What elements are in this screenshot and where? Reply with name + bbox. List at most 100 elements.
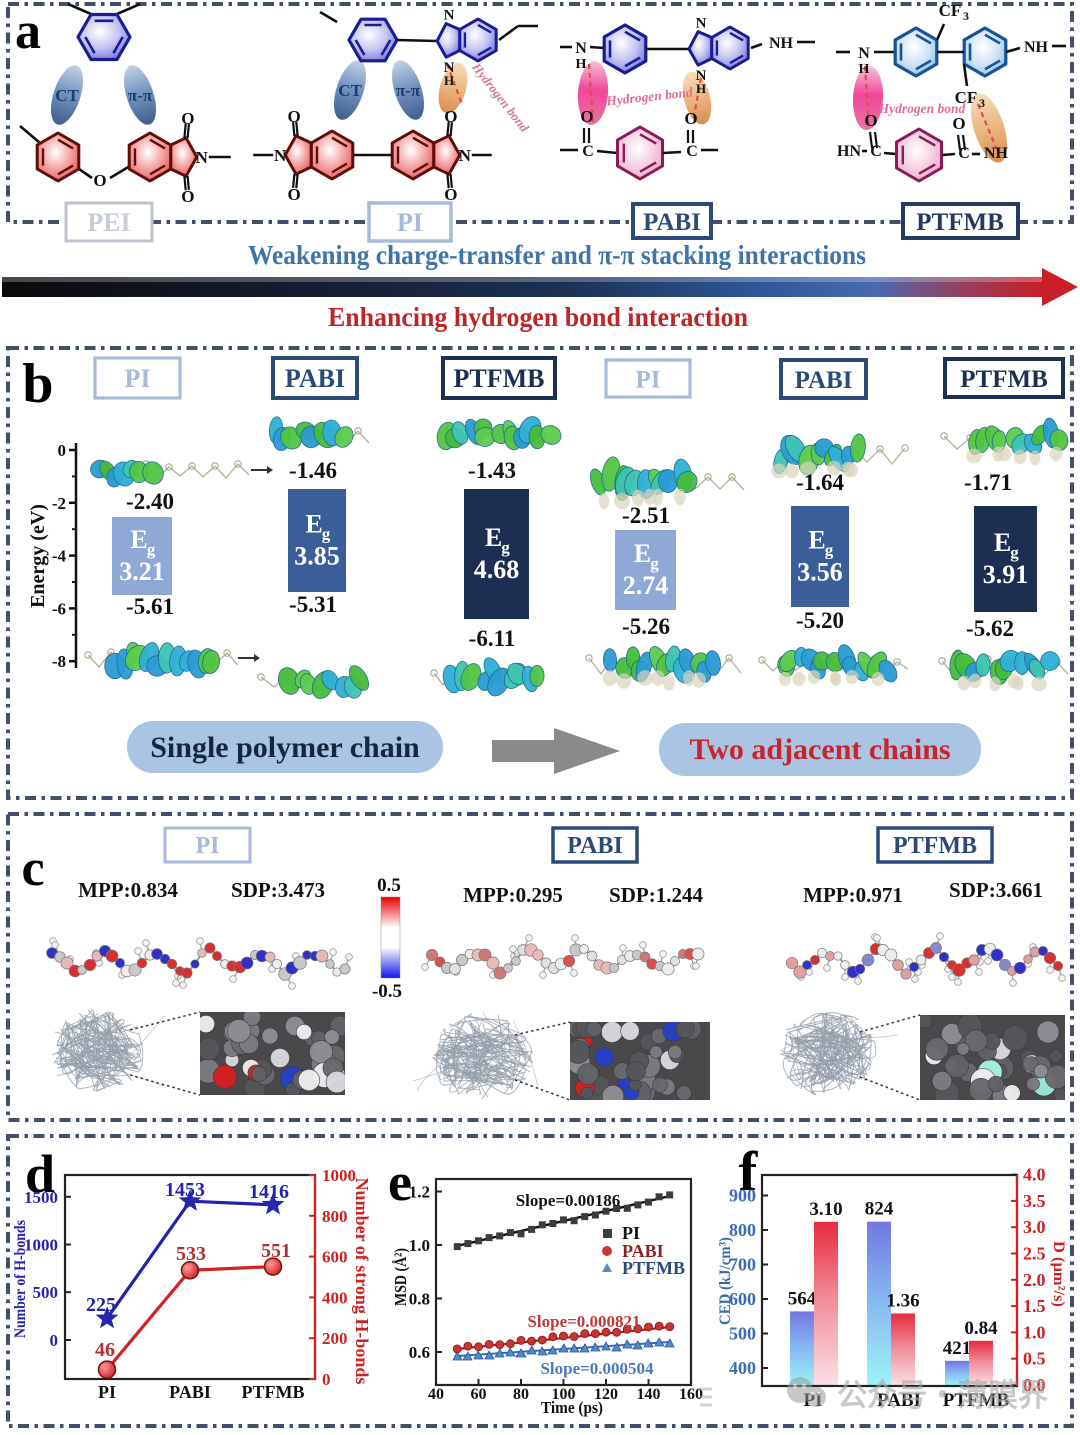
- svg-text:g: g: [650, 554, 659, 573]
- svg-text:d: d: [25, 1144, 55, 1204]
- svg-text:3.91: 3.91: [983, 560, 1029, 589]
- svg-text:-2.51: -2.51: [622, 503, 670, 528]
- svg-text:O: O: [684, 109, 697, 128]
- svg-text:-2: -2: [52, 494, 66, 513]
- svg-text:2.5: 2.5: [1023, 1244, 1046, 1264]
- svg-text:E: E: [485, 523, 502, 552]
- svg-text:g: g: [825, 541, 834, 560]
- svg-text:N: N: [858, 45, 870, 62]
- svg-text:MPP:0.295: MPP:0.295: [463, 883, 563, 907]
- svg-text:PABI: PABI: [643, 209, 701, 236]
- svg-text:-1.71: -1.71: [964, 470, 1012, 495]
- svg-text:3.10: 3.10: [809, 1199, 842, 1220]
- svg-text:Slope=0.000504: Slope=0.000504: [540, 1359, 654, 1378]
- svg-text:N: N: [696, 16, 707, 32]
- svg-text:N: N: [575, 40, 587, 57]
- svg-text:g: g: [501, 538, 510, 557]
- svg-text:f: f: [739, 1141, 759, 1203]
- svg-text:564: 564: [788, 1288, 817, 1309]
- svg-text:Energy (eV): Energy (eV): [27, 504, 49, 608]
- svg-text:g: g: [1010, 543, 1019, 562]
- svg-text:1.0: 1.0: [409, 1236, 430, 1255]
- svg-text:Single polymer chain: Single polymer chain: [150, 731, 420, 764]
- svg-text:H: H: [444, 73, 454, 88]
- svg-text:PABI: PABI: [169, 1382, 211, 1402]
- svg-text:CT: CT: [338, 81, 362, 100]
- svg-text:MSD (Å²): MSD (Å²): [391, 1248, 410, 1306]
- svg-text:PTFMB: PTFMB: [893, 833, 977, 859]
- svg-text:1.0: 1.0: [1023, 1322, 1046, 1342]
- svg-text:3.0: 3.0: [1023, 1217, 1046, 1237]
- svg-text:Slope=0.00186: Slope=0.00186: [516, 1191, 621, 1210]
- svg-text:100: 100: [552, 1386, 576, 1403]
- svg-text:225: 225: [86, 1294, 116, 1316]
- svg-text:160: 160: [679, 1386, 703, 1403]
- svg-text:46: 46: [95, 1339, 115, 1361]
- svg-text:N: N: [696, 68, 707, 84]
- svg-text:E: E: [808, 526, 825, 555]
- svg-text:O: O: [181, 109, 194, 128]
- svg-text:-5.61: -5.61: [126, 594, 174, 619]
- svg-text:600: 600: [322, 1248, 348, 1267]
- svg-text:N: N: [459, 146, 472, 165]
- svg-text:MPP:0.971: MPP:0.971: [803, 883, 903, 907]
- svg-text:c: c: [21, 840, 44, 897]
- svg-text:3: 3: [979, 96, 985, 110]
- svg-text:CED (kJ/cm³): CED (kJ/cm³): [717, 1237, 734, 1325]
- svg-text:200: 200: [322, 1329, 348, 1348]
- svg-text:PTFMB: PTFMB: [622, 1258, 685, 1278]
- svg-text:400: 400: [322, 1288, 348, 1307]
- svg-text:Weakening charge-transfer and: Weakening charge-transfer and π-π stacki…: [248, 240, 866, 270]
- svg-text:E: E: [994, 528, 1011, 557]
- svg-text:O: O: [93, 171, 106, 190]
- svg-text:2.74: 2.74: [623, 571, 669, 600]
- svg-text:1.36: 1.36: [886, 1291, 919, 1312]
- svg-text:0.5: 0.5: [377, 875, 401, 896]
- svg-text:-2.40: -2.40: [126, 489, 174, 514]
- svg-text:PABI: PABI: [877, 1390, 921, 1411]
- svg-text:Number of strong H-bonds: Number of strong H-bonds: [352, 1178, 372, 1385]
- svg-text:Slope=0.000821: Slope=0.000821: [527, 1312, 640, 1331]
- svg-text:CF: CF: [939, 1, 962, 20]
- svg-text:PTFMB: PTFMB: [454, 364, 545, 393]
- svg-text:D (µm²/s): D (µm²/s): [1050, 1241, 1067, 1307]
- svg-text:Hydrogen bond: Hydrogen bond: [878, 101, 966, 116]
- svg-text:0: 0: [322, 1370, 331, 1389]
- svg-text:O: O: [444, 107, 457, 126]
- svg-text:PI: PI: [98, 1382, 116, 1402]
- svg-text:-0.5: -0.5: [372, 981, 402, 1002]
- svg-text:C: C: [686, 143, 698, 160]
- svg-text:-1.43: -1.43: [468, 458, 516, 483]
- svg-text:H: H: [696, 81, 706, 96]
- svg-text:Two adjacent chains: Two adjacent chains: [689, 733, 950, 766]
- svg-text:1.2: 1.2: [409, 1183, 430, 1202]
- svg-text:3.56: 3.56: [797, 558, 843, 587]
- svg-text:1000: 1000: [322, 1166, 356, 1185]
- svg-text:SDP:3.661: SDP:3.661: [949, 878, 1043, 902]
- svg-text:PTFMB: PTFMB: [960, 366, 1048, 393]
- svg-text:PEI: PEI: [87, 208, 130, 237]
- svg-text:-6: -6: [52, 599, 66, 618]
- svg-text:140: 140: [637, 1386, 661, 1403]
- svg-text:E: E: [634, 539, 651, 568]
- svg-text:HN: HN: [837, 143, 861, 160]
- svg-text:0: 0: [58, 441, 67, 460]
- svg-text:π-π: π-π: [128, 86, 153, 105]
- svg-text:-6.11: -6.11: [469, 626, 516, 651]
- svg-text:Time (ps): Time (ps): [541, 1398, 603, 1417]
- svg-text:533: 533: [176, 1243, 206, 1265]
- svg-text:-5.26: -5.26: [622, 614, 670, 639]
- svg-text:-5.31: -5.31: [289, 592, 337, 617]
- svg-text:PI: PI: [125, 364, 151, 393]
- svg-text:NH: NH: [1024, 39, 1049, 56]
- svg-text:PABI: PABI: [567, 833, 623, 859]
- svg-text:400: 400: [729, 1358, 756, 1378]
- svg-text:O: O: [952, 114, 965, 133]
- svg-text:600: 600: [729, 1289, 756, 1309]
- svg-text:Enhancing hydrogen bond intera: Enhancing hydrogen bond interaction: [328, 302, 748, 332]
- svg-text:Hydrogen bond: Hydrogen bond: [605, 85, 694, 109]
- svg-text:3.5: 3.5: [1023, 1191, 1046, 1211]
- svg-text:g: g: [322, 525, 331, 544]
- svg-text:NH: NH: [984, 145, 1009, 162]
- svg-text:Number of H-bonds: Number of H-bonds: [12, 1220, 29, 1338]
